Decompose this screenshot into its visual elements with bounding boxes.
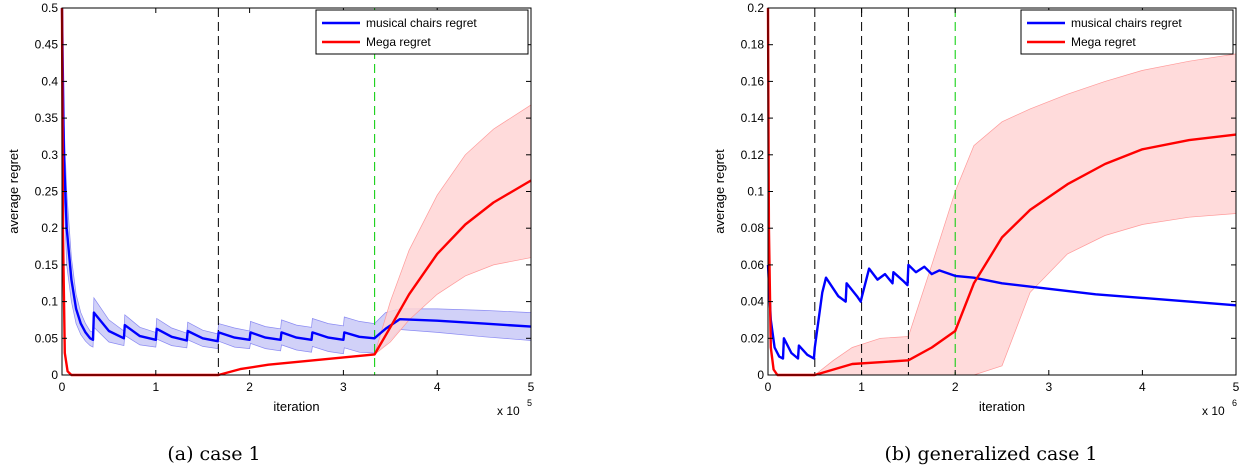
y-tick-label: 0.45 [35, 38, 59, 52]
series-line-1 [60, 7, 532, 343]
x-tick-label: 3 [340, 380, 347, 394]
y-tick-label: 0.1 [41, 295, 58, 309]
series-line-2 [766, 7, 1237, 377]
figure-caption: (b) generalized case 1 [884, 443, 1097, 465]
chart-panel-1: 0 1 2 3 4 5 0 0.05 0.1 0.15 0.2 0.25 0.3 0.35 0.4 0.45 0… [6, 1, 535, 465]
x-tick-label: 0 [59, 380, 66, 394]
y-tick-label: 0.08 [741, 221, 765, 235]
x-tick-label: 1 [152, 380, 159, 394]
x-tick-label: 4 [434, 380, 441, 394]
legend: musical chairs regret Mega regret [315, 9, 529, 55]
y-tick-label: 0.12 [741, 148, 765, 162]
x-axis-multiplier: x 10 [497, 404, 520, 418]
x-tick-label: 5 [1233, 380, 1240, 394]
series-line-2 [60, 7, 532, 377]
legend-label-2: Mega regret [366, 35, 431, 49]
y-tick-label: 0 [757, 368, 764, 382]
x-axis-exponent: 6 [1232, 398, 1237, 408]
y-tick-label: 0 [51, 368, 58, 382]
legend-label-2: Mega regret [1071, 35, 1136, 49]
y-tick-label: 0.06 [741, 258, 765, 272]
y-tick-label: 0.15 [35, 258, 59, 272]
x-tick-label: 4 [1139, 380, 1146, 394]
y-tick-label: 0.25 [35, 185, 59, 199]
x-tick-label: 0 [765, 380, 772, 394]
x-tick-label: 2 [952, 380, 959, 394]
legend-label-1: musical chairs regret [1071, 16, 1182, 30]
y-tick-label: 0.4 [41, 74, 58, 88]
y-tick-label: 0.1 [747, 185, 764, 199]
y-axis-label: average regret [6, 149, 21, 234]
x-tick-label: 3 [1045, 380, 1052, 394]
x-tick-label: 1 [858, 380, 865, 394]
y-tick-label: 0.16 [741, 74, 765, 88]
series-line-1 [766, 263, 1237, 360]
y-tick-label: 0.5 [41, 1, 58, 15]
x-axis-exponent: 5 [527, 398, 532, 408]
y-tick-label: 0.35 [35, 111, 59, 125]
y-tick-label: 0.18 [741, 38, 765, 52]
y-tick-label: 0.05 [35, 331, 59, 345]
y-tick-label: 0.14 [741, 111, 765, 125]
figure-caption: (a) case 1 [167, 443, 260, 465]
legend-box [315, 9, 529, 55]
x-tick-label: 2 [246, 380, 253, 394]
y-tick-label: 0.02 [741, 331, 765, 345]
legend: musical chairs regret Mega regret [1020, 9, 1234, 55]
x-axis-multiplier: x 10 [1202, 404, 1225, 418]
y-tick-label: 0.2 [41, 221, 58, 235]
y-tick-label: 0.04 [741, 295, 765, 309]
y-axis-label: average regret [712, 149, 727, 234]
chart-panel-2: 0 1 2 3 4 5 0 0.02 0.04 0.06 0.08 0.1 0.12 0.14 0.16 0.… [712, 1, 1240, 465]
y-tick-label: 0.2 [747, 1, 764, 15]
legend-label-1: musical chairs regret [366, 16, 477, 30]
x-axis-label: iteration [273, 399, 319, 414]
legend-box [1020, 9, 1234, 55]
x-tick-label: 5 [528, 380, 535, 394]
x-axis-label: iteration [979, 399, 1025, 414]
y-tick-label: 0.3 [41, 148, 58, 162]
